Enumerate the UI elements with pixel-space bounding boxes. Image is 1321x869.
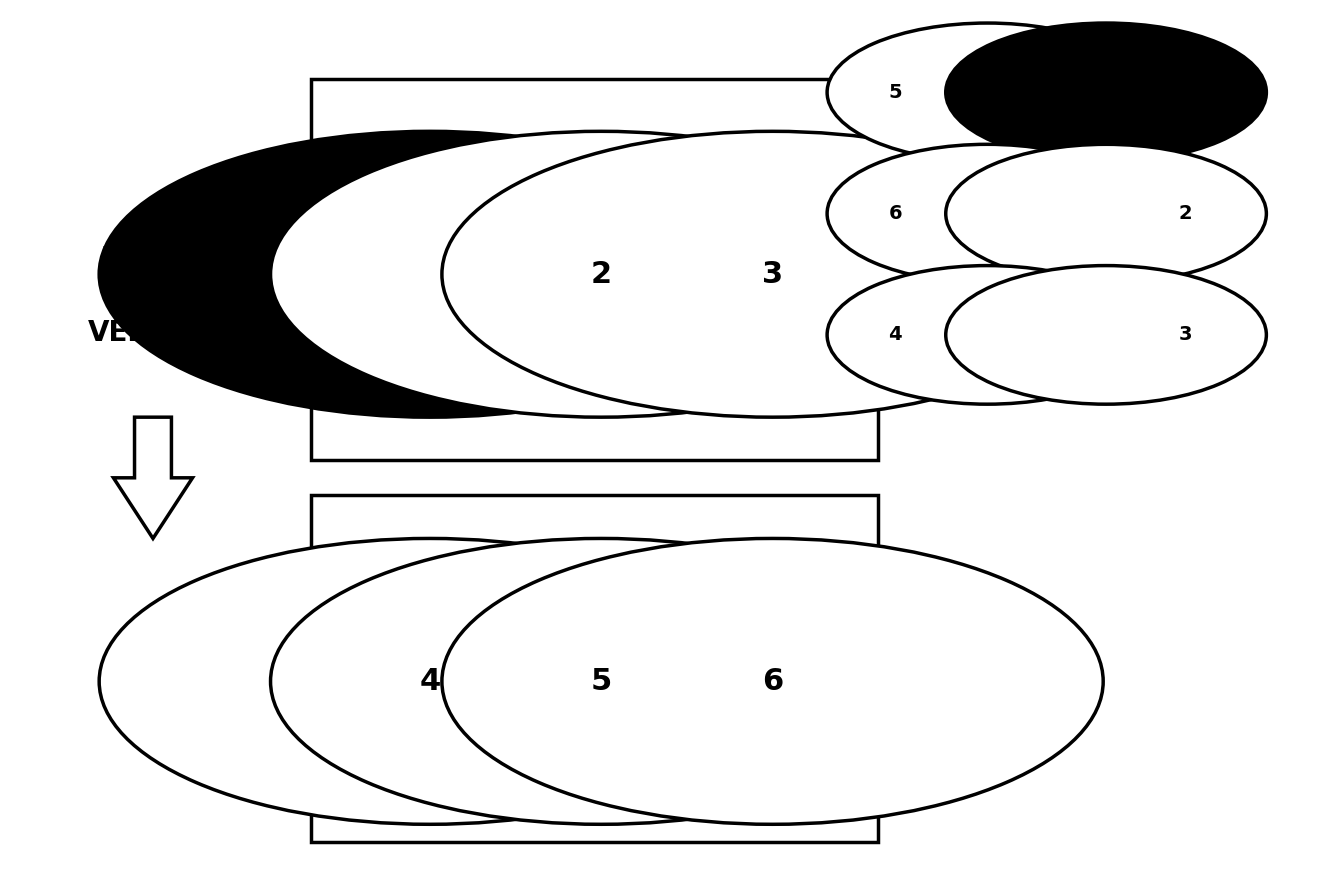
Text: 5: 5 [888, 83, 902, 102]
Text: 6: 6 [888, 204, 902, 223]
Text: 3: 3 [762, 260, 783, 289]
Ellipse shape [946, 144, 1267, 283]
Text: 6: 6 [762, 667, 783, 696]
Bar [931, 36, 1161, 387]
Ellipse shape [827, 144, 1148, 283]
Ellipse shape [271, 131, 931, 417]
Ellipse shape [827, 23, 1148, 162]
Text: 2: 2 [1178, 204, 1192, 223]
Ellipse shape [946, 23, 1267, 162]
Ellipse shape [271, 539, 931, 825]
Bar [312, 79, 878, 461]
Ellipse shape [99, 539, 761, 825]
Text: 5: 5 [590, 667, 612, 696]
Text: 1: 1 [419, 260, 440, 289]
Text: 2: 2 [590, 260, 612, 289]
Ellipse shape [99, 131, 761, 417]
Text: 4: 4 [888, 325, 902, 344]
Ellipse shape [827, 266, 1148, 404]
Bar [312, 495, 878, 841]
Text: FRONT
OF
VEHICLE: FRONT OF VEHICLE [87, 245, 218, 347]
Text: 1: 1 [1178, 83, 1192, 102]
Ellipse shape [443, 131, 1103, 417]
Ellipse shape [946, 266, 1267, 404]
Ellipse shape [443, 539, 1103, 825]
Text: 4: 4 [419, 667, 440, 696]
Text: 3: 3 [1178, 325, 1192, 344]
Polygon shape [114, 417, 193, 539]
